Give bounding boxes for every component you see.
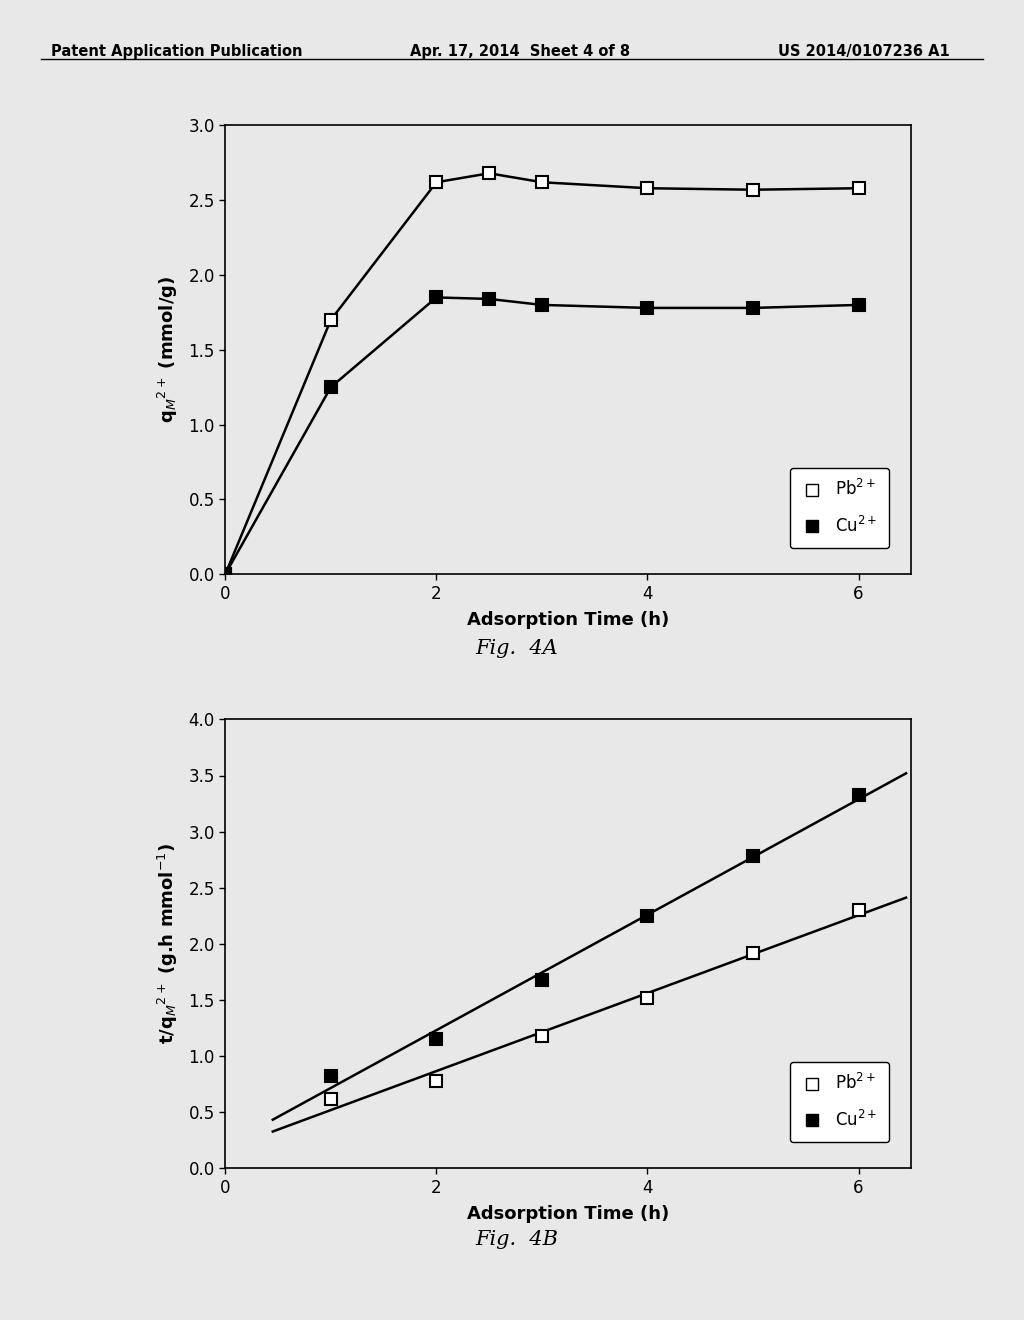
X-axis label: Adsorption Time (h): Adsorption Time (h) xyxy=(467,1205,670,1222)
Legend: Pb$^{2+}$, Cu$^{2+}$: Pb$^{2+}$, Cu$^{2+}$ xyxy=(791,1061,889,1142)
Text: Fig.  4B: Fig. 4B xyxy=(475,1230,559,1249)
Y-axis label: t/q$_{M}$$^{2+}$ (g.h mmol$^{-1}$): t/q$_{M}$$^{2+}$ (g.h mmol$^{-1}$) xyxy=(156,843,180,1044)
Legend: Pb$^{2+}$, Cu$^{2+}$: Pb$^{2+}$, Cu$^{2+}$ xyxy=(791,467,889,548)
Y-axis label: q$_{M}$$^{2+}$ (mmol/g): q$_{M}$$^{2+}$ (mmol/g) xyxy=(156,276,180,424)
X-axis label: Adsorption Time (h): Adsorption Time (h) xyxy=(467,611,670,628)
Text: Apr. 17, 2014  Sheet 4 of 8: Apr. 17, 2014 Sheet 4 of 8 xyxy=(410,44,630,58)
Text: US 2014/0107236 A1: US 2014/0107236 A1 xyxy=(778,44,950,58)
Text: Patent Application Publication: Patent Application Publication xyxy=(51,44,303,58)
Text: Fig.  4A: Fig. 4A xyxy=(476,639,558,657)
